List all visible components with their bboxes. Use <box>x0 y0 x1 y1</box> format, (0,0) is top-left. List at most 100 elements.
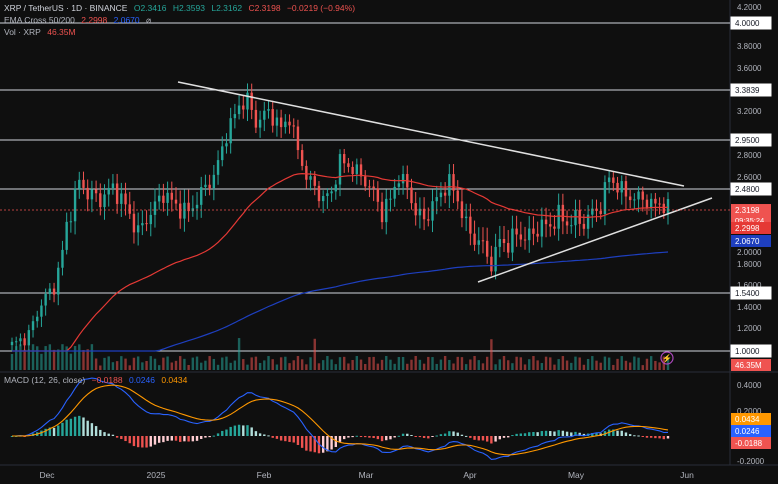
candle-body <box>94 189 98 194</box>
volume-bar <box>115 361 119 370</box>
macd-histogram-bar <box>435 435 438 437</box>
volume-bar <box>57 349 60 370</box>
candle-body <box>612 177 615 183</box>
macd-histogram-bar <box>511 435 514 437</box>
candle-body <box>565 221 569 226</box>
volume-bar <box>658 362 661 370</box>
candle-body <box>511 228 514 253</box>
macd-histogram-bar <box>246 425 249 436</box>
time-axis-label: Jun <box>680 470 694 480</box>
macd-histogram-bar <box>380 436 384 442</box>
macd-histogram-bar <box>616 430 619 436</box>
ema50-value: 2.2998 <box>81 15 108 25</box>
candle-body <box>237 105 241 115</box>
candle-body <box>10 341 14 346</box>
candle-body <box>397 183 401 187</box>
candle-body <box>296 126 300 151</box>
macd-histogram-bar <box>292 436 295 443</box>
candle-body <box>401 174 405 184</box>
candle-body <box>645 199 649 209</box>
level-label: 1.5400 <box>735 289 760 298</box>
candle-body <box>288 121 291 126</box>
candle-body <box>246 92 249 110</box>
macd-histogram-bar <box>267 435 270 437</box>
volume-bar <box>612 364 615 370</box>
macd-histogram-bar <box>422 436 426 438</box>
macd-histogram-bar <box>321 436 325 453</box>
volume-bar <box>166 356 169 370</box>
candle-body <box>502 238 506 244</box>
volume-bar <box>393 363 396 370</box>
close-value: C2.3198 <box>248 3 281 13</box>
level-label: 3.3839 <box>735 86 760 95</box>
countdown-label: 09:35:24 <box>735 216 764 225</box>
candle-body <box>557 204 560 229</box>
symbol-label[interactable]: XRP / TetherUS · 1D · BINANCE <box>4 3 128 13</box>
macd-histogram-bar <box>443 433 447 436</box>
candle-body <box>73 188 77 222</box>
volume-bar <box>141 362 144 370</box>
macd-histogram-bar <box>418 436 422 438</box>
volume-bar <box>132 357 136 370</box>
macd-histogram-bar <box>460 434 464 436</box>
volume-bar <box>637 357 640 370</box>
volume-bar <box>292 360 295 370</box>
macd-histogram-bar <box>473 436 476 440</box>
macd-histogram-bar <box>649 436 653 438</box>
volume-bar <box>216 364 220 370</box>
candle-body <box>90 189 94 200</box>
macd-histogram-bar <box>637 435 640 437</box>
macd-label[interactable]: MACD (12, 26, close) <box>4 375 86 385</box>
macd-histogram-bar <box>334 436 337 448</box>
volume-bar <box>86 349 89 370</box>
volume-label[interactable]: Vol · XRP <box>4 27 41 37</box>
candle-body <box>128 204 131 214</box>
candle-body <box>254 109 258 128</box>
macd-histogram-bar <box>82 417 85 436</box>
macd-histogram-bar <box>128 436 131 444</box>
lower-trendline <box>477 197 713 283</box>
macd-badge <box>731 437 771 449</box>
volume-bar <box>464 364 468 370</box>
candle-body <box>57 267 60 295</box>
macd-histogram-bar <box>65 419 68 436</box>
signal-line <box>12 384 669 456</box>
candle-body <box>65 221 68 250</box>
ema-label[interactable]: EMA Cross 50/200 <box>4 15 75 25</box>
candle-body <box>136 225 140 233</box>
macd-histogram-bar <box>532 432 535 436</box>
candle-body <box>490 256 493 272</box>
macd-histogram-bar <box>553 431 556 436</box>
volume-bar <box>31 344 35 370</box>
macd-histogram-bar <box>485 436 489 442</box>
macd-histogram-bar <box>145 436 148 448</box>
candle-body <box>553 226 556 229</box>
macd-histogram-bar <box>86 420 89 436</box>
volume-bar <box>401 356 405 370</box>
candle-body <box>99 193 102 208</box>
macd-histogram-bar <box>179 436 182 442</box>
macd-histogram-bar <box>208 436 211 438</box>
macd-histogram-bar <box>561 430 565 436</box>
macd-histogram-bar <box>271 436 274 438</box>
candle-body <box>591 208 594 215</box>
volume-bar <box>44 346 47 370</box>
volume-bar <box>162 357 165 370</box>
volume-bar <box>242 359 245 370</box>
macd-histogram-bar <box>78 415 81 436</box>
volume-bar <box>237 338 241 370</box>
macd-histogram-bar <box>166 436 169 441</box>
volume-bar <box>313 338 316 370</box>
volume-bar <box>439 359 443 370</box>
macd-histogram-bar <box>498 436 501 440</box>
macd-histogram-bar <box>183 436 186 442</box>
macd-histogram-bar <box>200 436 203 439</box>
macd-histogram-bar <box>414 436 417 437</box>
ema-settings-icon[interactable]: ⌀ <box>146 15 152 25</box>
volume-bar <box>536 360 539 370</box>
candle-body <box>473 233 476 245</box>
volume-bar <box>406 363 409 370</box>
price-axis-tick: 2.6000 <box>737 173 762 182</box>
macd-histogram-bar <box>658 436 661 439</box>
